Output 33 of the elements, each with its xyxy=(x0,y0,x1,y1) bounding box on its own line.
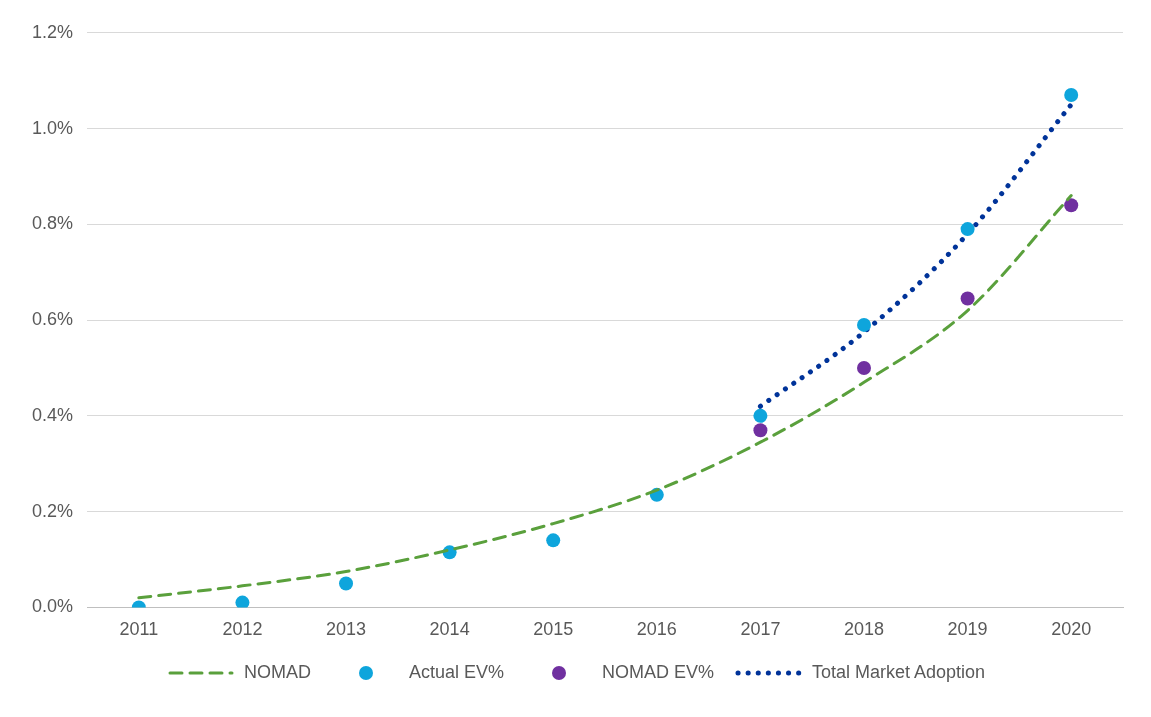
point xyxy=(960,222,975,237)
x-tick-label: 2013 xyxy=(326,619,367,640)
point xyxy=(753,408,768,423)
point xyxy=(339,576,354,591)
x-tick-label: 2019 xyxy=(947,619,988,640)
point xyxy=(235,595,250,608)
y-tick-label: 0.6% xyxy=(32,309,74,330)
legend-label: Total Market Adoption xyxy=(811,662,986,683)
y-tick-label: 0.8% xyxy=(32,213,74,234)
x-tick-label: 2011 xyxy=(119,619,159,640)
x-tick-label: 2018 xyxy=(843,619,885,640)
y-tick-label: 0.4% xyxy=(32,404,74,425)
point xyxy=(960,291,975,306)
x-tick-label: 2015 xyxy=(533,619,574,640)
legend-label: NOMAD EV% xyxy=(601,662,714,683)
point xyxy=(1064,198,1079,213)
legend-label: Actual EV% xyxy=(408,662,504,683)
x-tick-label: 2014 xyxy=(429,619,470,640)
point xyxy=(546,533,561,548)
x-tick-label: 2012 xyxy=(222,619,263,640)
point xyxy=(857,360,872,375)
y-tick-label: 0.0% xyxy=(32,596,74,617)
point xyxy=(857,317,872,332)
y-tick-label: 1.0% xyxy=(32,117,74,138)
y-tick-label: 0.2% xyxy=(32,500,74,521)
x-tick-label: 2020 xyxy=(1051,619,1092,640)
x-tick-label: 2016 xyxy=(636,619,677,640)
point xyxy=(1064,88,1079,103)
legend-label: NOMAD xyxy=(243,662,311,683)
y-tick-label: 1.2% xyxy=(32,21,74,42)
point xyxy=(753,423,768,438)
x-tick-label: 2017 xyxy=(740,619,781,640)
line-series xyxy=(137,194,1073,600)
